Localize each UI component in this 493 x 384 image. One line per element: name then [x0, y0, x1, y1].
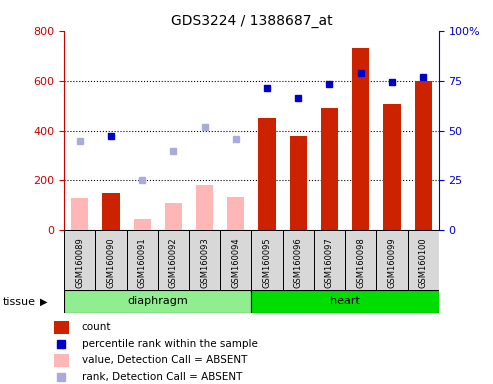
- Text: GSM160094: GSM160094: [231, 238, 240, 288]
- Bar: [127, 230, 158, 290]
- Text: diaphragm: diaphragm: [127, 296, 188, 306]
- Bar: [64, 290, 251, 313]
- Text: GSM160098: GSM160098: [356, 238, 365, 288]
- Bar: [189, 230, 220, 290]
- Text: GSM160096: GSM160096: [294, 238, 303, 288]
- Bar: [321, 108, 338, 230]
- Bar: [258, 118, 276, 230]
- Bar: [103, 193, 119, 230]
- Text: GSM160090: GSM160090: [106, 238, 115, 288]
- Bar: [158, 230, 189, 290]
- Bar: [384, 104, 400, 230]
- Bar: [415, 81, 432, 230]
- Text: GSM160089: GSM160089: [75, 238, 84, 288]
- Bar: [345, 230, 376, 290]
- Text: value, Detection Call = ABSENT: value, Detection Call = ABSENT: [82, 356, 247, 366]
- Bar: [71, 198, 88, 230]
- Bar: [251, 290, 439, 313]
- Text: rank, Detection Call = ABSENT: rank, Detection Call = ABSENT: [82, 372, 242, 382]
- Bar: [376, 230, 408, 290]
- Text: GSM160099: GSM160099: [387, 238, 396, 288]
- Bar: [290, 136, 307, 230]
- Text: ▶: ▶: [40, 297, 48, 307]
- Bar: [165, 203, 182, 230]
- Bar: [227, 197, 245, 230]
- Bar: [64, 230, 95, 290]
- Text: GSM160097: GSM160097: [325, 238, 334, 288]
- Bar: [282, 230, 314, 290]
- Text: tissue: tissue: [2, 297, 35, 307]
- Bar: [196, 185, 213, 230]
- Bar: [220, 230, 251, 290]
- Bar: [54, 354, 69, 367]
- Text: heart: heart: [330, 296, 360, 306]
- Text: GSM160095: GSM160095: [263, 238, 272, 288]
- Title: GDS3224 / 1388687_at: GDS3224 / 1388687_at: [171, 14, 332, 28]
- Bar: [95, 230, 127, 290]
- Text: percentile rank within the sample: percentile rank within the sample: [82, 339, 258, 349]
- Bar: [251, 230, 282, 290]
- Text: count: count: [82, 322, 111, 332]
- Text: GSM160100: GSM160100: [419, 238, 427, 288]
- Bar: [134, 219, 151, 230]
- Text: GSM160091: GSM160091: [138, 238, 146, 288]
- Text: GSM160092: GSM160092: [169, 238, 178, 288]
- Bar: [352, 48, 369, 230]
- Bar: [54, 321, 69, 334]
- Bar: [314, 230, 345, 290]
- Text: GSM160093: GSM160093: [200, 238, 209, 288]
- Bar: [408, 230, 439, 290]
